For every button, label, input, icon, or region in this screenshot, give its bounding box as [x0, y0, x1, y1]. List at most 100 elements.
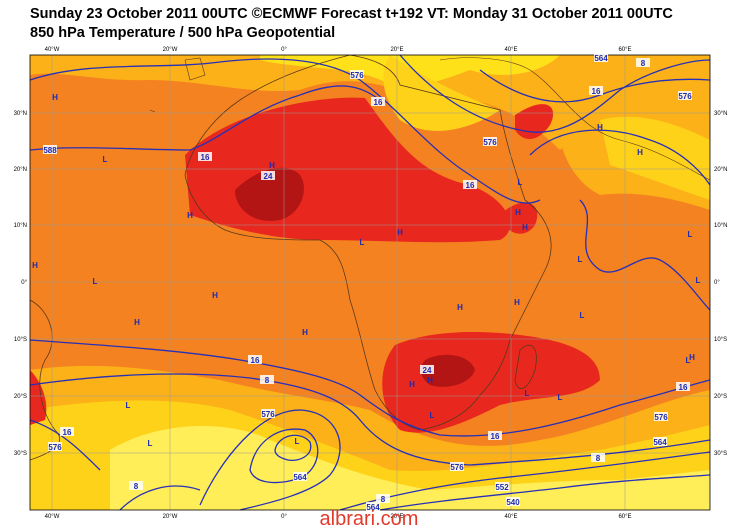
- contour-label-bg: [636, 58, 650, 67]
- pressure-mark: L: [580, 311, 585, 320]
- contour-label: 16: [491, 432, 500, 441]
- contour-label: 576: [261, 410, 275, 419]
- x-label: 20°E: [390, 514, 403, 520]
- pressure-mark: L: [688, 230, 693, 239]
- contour: [399, 55, 710, 133]
- contour-label-bg: [293, 472, 307, 481]
- x-label: 0°: [281, 47, 287, 53]
- y-label: 20°S: [714, 394, 727, 400]
- contour-label-bg: [463, 180, 477, 189]
- contour-label: 8: [641, 59, 646, 68]
- contour-label: 8: [381, 495, 386, 504]
- contour-label: 8: [134, 482, 139, 491]
- contour: [339, 451, 710, 510]
- contour: [30, 419, 101, 471]
- x-label: 20°E: [390, 47, 403, 53]
- contour-label-bg: [594, 53, 608, 62]
- contour-label-bg: [589, 86, 603, 95]
- pressure-mark: L: [103, 155, 108, 164]
- pressure-mark: H: [597, 123, 603, 132]
- contour-label: 8: [596, 454, 601, 463]
- pressure-mark: L: [430, 411, 435, 420]
- contour-label: 16: [63, 428, 72, 437]
- contour-label-bg: [376, 494, 390, 503]
- contour-label: 8: [265, 376, 270, 385]
- x-label: 40°E: [504, 514, 517, 520]
- pressure-mark: H: [522, 223, 528, 232]
- contour-label: 576: [350, 71, 364, 80]
- contour-label: 552: [495, 483, 509, 492]
- contour-label: 564: [653, 438, 667, 447]
- pressure-mark: H: [514, 298, 520, 307]
- pressure-mark: H: [427, 376, 433, 385]
- contour-label: 16: [374, 98, 383, 107]
- contour-label-bg: [60, 427, 74, 436]
- pressure-mark: H: [32, 261, 38, 270]
- contour-label-bg: [198, 152, 212, 161]
- contour-label: 564: [293, 473, 307, 482]
- field: [30, 370, 47, 425]
- y-label: 30°N: [14, 111, 27, 117]
- contour-label: 576: [483, 138, 497, 147]
- contour-label-bg: [654, 412, 668, 421]
- pressure-mark: H: [187, 211, 193, 220]
- pressure-mark: H: [515, 208, 521, 217]
- contour-label-bg: [420, 365, 434, 374]
- contour-label: 16: [251, 356, 260, 365]
- field: [600, 116, 710, 200]
- subtitle-line: 850 hPa Temperature / 500 hPa Geopotenti…: [30, 25, 336, 41]
- contour-label: 576: [450, 463, 464, 472]
- y-label: 20°S: [14, 394, 27, 400]
- contour-label-bg: [260, 375, 274, 384]
- y-label: 10°S: [714, 337, 727, 343]
- contour: [119, 485, 201, 510]
- contour-label-bg: [450, 462, 464, 471]
- watermark: albrari.com: [320, 508, 419, 528]
- contour-label: 540: [506, 498, 520, 507]
- pressure-mark: L: [126, 401, 131, 410]
- contour: [30, 373, 710, 466]
- pressure-mark: H: [269, 161, 275, 170]
- contour-label-bg: [350, 70, 364, 79]
- field: [383, 55, 500, 131]
- pressure-mark: L: [295, 437, 300, 446]
- contour-label: 576: [654, 413, 668, 422]
- contour-label-bg: [506, 497, 520, 506]
- graticule: [30, 55, 710, 510]
- x-label: 0°: [281, 514, 287, 520]
- pressure-mark: L: [696, 276, 701, 285]
- contour-label-bg: [483, 137, 497, 146]
- contour: [479, 69, 710, 103]
- pressure-mark: H: [52, 93, 58, 102]
- contour-label: 24: [264, 172, 273, 181]
- coastline: [184, 55, 552, 431]
- contour-label-bg: [261, 409, 275, 418]
- map-labels: 40°W 40°W 20°W 20°W 0° 0° 20°E 20°E 40°E 40°E 60°E…: [14, 47, 728, 528]
- x-label: 40°E: [504, 47, 517, 53]
- contour-label-bg: [43, 145, 57, 154]
- contour-label: 576: [48, 443, 62, 452]
- contour-label-bg: [48, 442, 62, 451]
- x-label: 40°W: [45, 514, 60, 520]
- pressure-mark: H: [409, 380, 415, 389]
- contour-label-bg: [676, 382, 690, 391]
- contour-label: 564: [594, 54, 608, 63]
- x-label: 20°W: [163, 514, 178, 520]
- contour-label-bg: [653, 437, 667, 446]
- contour: [379, 474, 710, 510]
- y-label: 0°: [714, 280, 720, 286]
- x-label: 60°E: [618, 514, 631, 520]
- contours: [30, 55, 710, 510]
- x-label: 60°E: [618, 47, 631, 53]
- pressure-mark: H: [689, 353, 695, 362]
- x-label: 20°W: [163, 47, 178, 53]
- pressure-mark: L: [578, 255, 583, 264]
- coastline: [149, 57, 206, 113]
- contour-label: 16: [466, 181, 475, 190]
- pressure-mark: L: [360, 238, 365, 247]
- y-label: 20°N: [14, 167, 27, 173]
- y-label: 30°S: [14, 451, 27, 457]
- contour-label: 564: [366, 503, 380, 512]
